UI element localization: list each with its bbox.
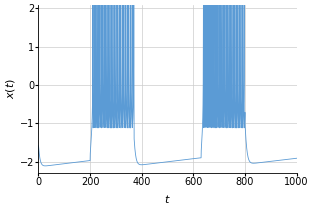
Y-axis label: $x(t)$: $x(t)$ [4, 78, 17, 99]
X-axis label: $t$: $t$ [164, 193, 171, 205]
